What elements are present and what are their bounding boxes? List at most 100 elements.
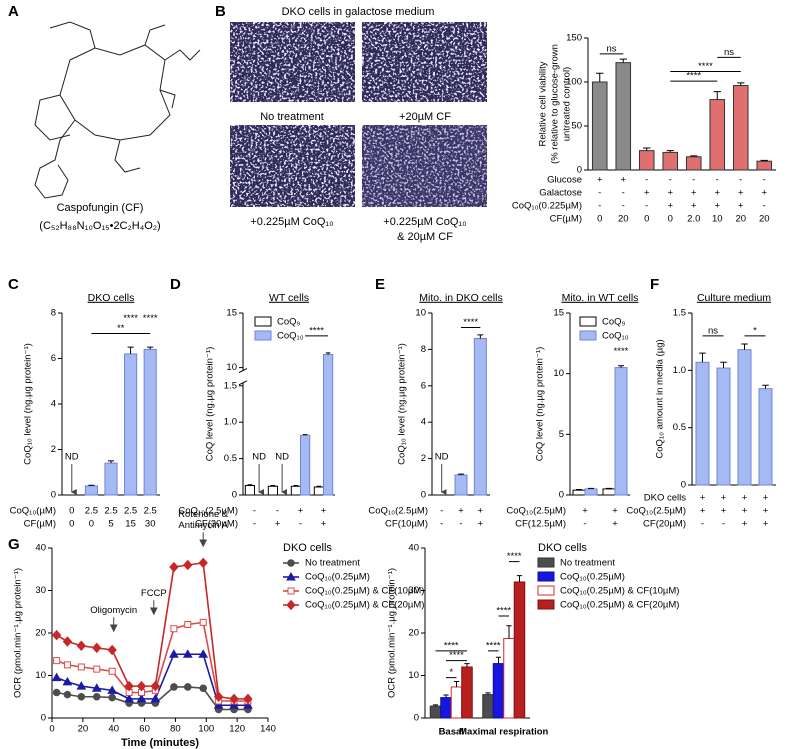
marker <box>150 680 161 692</box>
y-axis-label: OCR (pmol.min⁻¹.µg protein⁻¹) <box>387 568 398 698</box>
condition-cell: - <box>722 519 725 530</box>
condition-cell: - <box>692 175 695 186</box>
compound-name: Caspofungin (CF) <box>57 202 144 214</box>
significance-label: **** <box>698 61 713 72</box>
marker <box>150 693 161 703</box>
bar <box>737 349 752 486</box>
marker <box>93 665 101 673</box>
bar <box>756 160 773 171</box>
legend-swatch <box>579 330 597 341</box>
significance-label: ns <box>606 43 616 54</box>
error-bar <box>316 485 322 487</box>
y-axis-label: CoQ₁₀ level (ng.µg protein⁻¹) <box>397 343 408 465</box>
y-tick-label: 30 <box>408 585 419 596</box>
marker <box>213 691 224 703</box>
y-tick-label: 15 <box>553 308 564 319</box>
significance-label: **** <box>507 551 522 562</box>
condition-cell: + <box>458 506 464 517</box>
y-axis-label: Relative cell viability <box>538 61 549 146</box>
bar <box>758 388 773 486</box>
condition-cell: + <box>721 506 727 517</box>
legend-swatch <box>254 330 272 341</box>
condition-cell: + <box>691 188 697 199</box>
condition-cell: + <box>742 519 748 530</box>
marker <box>243 693 253 705</box>
bar <box>685 156 702 171</box>
panel-label: F <box>650 276 659 293</box>
marker <box>286 571 296 581</box>
marker <box>62 676 73 686</box>
marker <box>92 642 102 654</box>
panel-label: E <box>375 276 385 293</box>
marker <box>182 649 193 658</box>
condition-cell: + <box>763 519 769 530</box>
error-bar <box>596 72 604 82</box>
condition-cell: 0 <box>69 519 74 530</box>
marker <box>184 621 192 628</box>
marker <box>108 667 116 675</box>
condition-cell: + <box>667 201 673 212</box>
legend-label: CoQ₁₀(0.25µM) & CF(20µM) <box>560 600 679 611</box>
bar <box>503 638 515 719</box>
significance-label: ns <box>724 47 734 58</box>
legend-label: No treatment <box>560 558 615 569</box>
error-bar <box>464 663 470 667</box>
significance-label: **** <box>463 317 478 328</box>
condition-cell: + <box>667 188 673 199</box>
y-tick-label: 4 <box>421 417 426 428</box>
marker <box>63 690 72 699</box>
y-tick-label: 1.5 <box>673 308 686 319</box>
error-bar <box>618 365 624 368</box>
condition-cell: - <box>622 188 625 199</box>
y-tick-label: 0.5 <box>673 422 686 433</box>
error-bar <box>588 487 594 489</box>
condition-cell: + <box>644 188 650 199</box>
condition-cell: - <box>739 175 742 186</box>
marker <box>77 663 85 671</box>
marker <box>76 640 86 652</box>
y-tick-label: 30 <box>35 585 46 596</box>
condition-label: CF(µM) <box>550 214 582 225</box>
bar <box>313 486 324 496</box>
injection-label: FCCP <box>141 588 167 599</box>
condition-cell: - <box>253 519 256 530</box>
y-tick-label: 1.5 <box>224 380 237 391</box>
condition-cell: + <box>582 506 588 517</box>
condition-label: CoQ₁₀(2.5µM) <box>178 506 238 517</box>
condition-cell: + <box>700 493 706 504</box>
x-tick-label: 20 <box>78 724 89 735</box>
condition-cell: 2.5 <box>144 506 157 517</box>
bar <box>716 367 731 486</box>
condition-cell: - <box>598 188 601 199</box>
error-bar <box>453 680 460 687</box>
injection-label: Rotenone & <box>178 509 229 520</box>
image-label: +0.225µM CoQ₁₀ <box>250 216 333 228</box>
y-axis-label: (% relative to glucose-grown <box>550 44 561 164</box>
significance-label: **** <box>143 313 158 324</box>
marker <box>243 700 253 709</box>
marker <box>124 680 134 692</box>
y-tick-label: 5 <box>559 429 564 440</box>
marker <box>108 693 116 702</box>
y-tick-label: 10 <box>226 362 237 373</box>
condition-cell: + <box>597 175 603 186</box>
condition-cell: + <box>761 188 767 199</box>
error-bar <box>477 334 484 339</box>
x-tick-label: 140 <box>260 724 276 735</box>
y-tick-label: 10 <box>408 670 419 681</box>
legend-label: CoQ₁₀(0.25µM) <box>305 572 370 583</box>
x-tick-label: 100 <box>198 724 214 735</box>
condition-cell: + <box>742 493 748 504</box>
legend-title: DKO cells <box>283 542 332 554</box>
condition-cell: 20 <box>735 214 746 225</box>
line <box>56 561 248 700</box>
marker <box>170 625 178 633</box>
y-tick-label: 0 <box>51 490 56 501</box>
condition-cell: - <box>622 201 625 212</box>
bar <box>450 686 463 719</box>
condition-label: Glucose <box>547 175 582 186</box>
bar <box>84 485 98 496</box>
marker <box>53 657 61 665</box>
error-bar <box>690 155 698 157</box>
condition-cell: 30 <box>145 519 156 530</box>
